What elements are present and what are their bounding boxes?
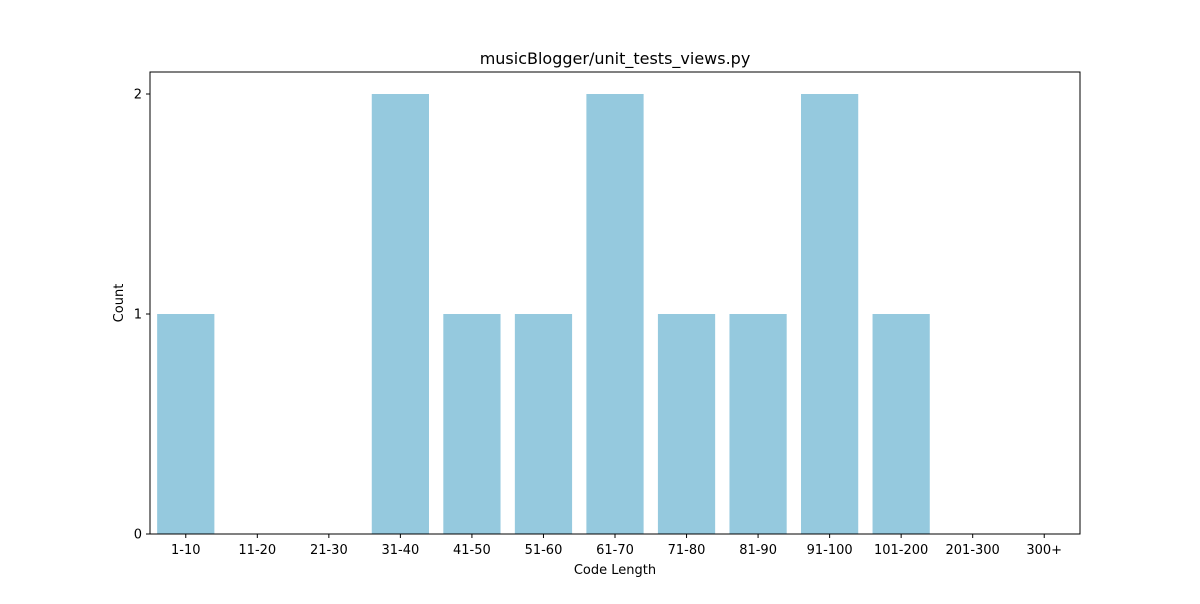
y-tick-label: 0 bbox=[134, 528, 142, 543]
x-tick-label: 1-10 bbox=[171, 543, 201, 558]
bar-41-50 bbox=[443, 314, 501, 534]
bar-61-70 bbox=[586, 94, 644, 534]
x-tick-label: 41-50 bbox=[453, 543, 491, 558]
x-tick-label: 61-70 bbox=[596, 543, 634, 558]
x-tick-label: 91-100 bbox=[807, 543, 853, 558]
x-tick-label: 300+ bbox=[1026, 543, 1062, 558]
x-tick-label: 101-200 bbox=[874, 543, 928, 558]
x-tick-label: 71-80 bbox=[668, 543, 706, 558]
x-tick-label: 31-40 bbox=[381, 543, 419, 558]
bar-91-100 bbox=[801, 94, 859, 534]
bar-71-80 bbox=[657, 314, 716, 534]
y-tick-label: 1 bbox=[134, 308, 142, 323]
bar-31-40 bbox=[371, 94, 429, 534]
y-axis-ticks: 0 1 2 bbox=[134, 88, 150, 543]
x-axis-label: Code Length bbox=[574, 563, 656, 578]
chart-title: musicBlogger/unit_tests_views.py bbox=[480, 49, 751, 69]
y-tick-label: 2 bbox=[134, 88, 142, 103]
x-tick-label: 11-20 bbox=[238, 543, 276, 558]
x-tick-label: 21-30 bbox=[310, 543, 348, 558]
x-tick-label: 51-60 bbox=[525, 543, 563, 558]
bar-51-60 bbox=[514, 314, 573, 534]
plot-frame bbox=[149, 71, 1081, 535]
bar-101-200 bbox=[872, 314, 930, 534]
x-tick-label: 201-300 bbox=[946, 543, 1000, 558]
y-axis-label: Count bbox=[112, 284, 127, 323]
x-axis-ticks: 1-10 11-20 21-30 31-40 41-50 51-60 61-70 71-80 8… bbox=[171, 534, 1062, 558]
bar-1-10 bbox=[157, 314, 215, 534]
bar-81-90 bbox=[729, 314, 787, 534]
bars-layer bbox=[157, 94, 930, 534]
x-tick-label: 81-90 bbox=[739, 543, 777, 558]
